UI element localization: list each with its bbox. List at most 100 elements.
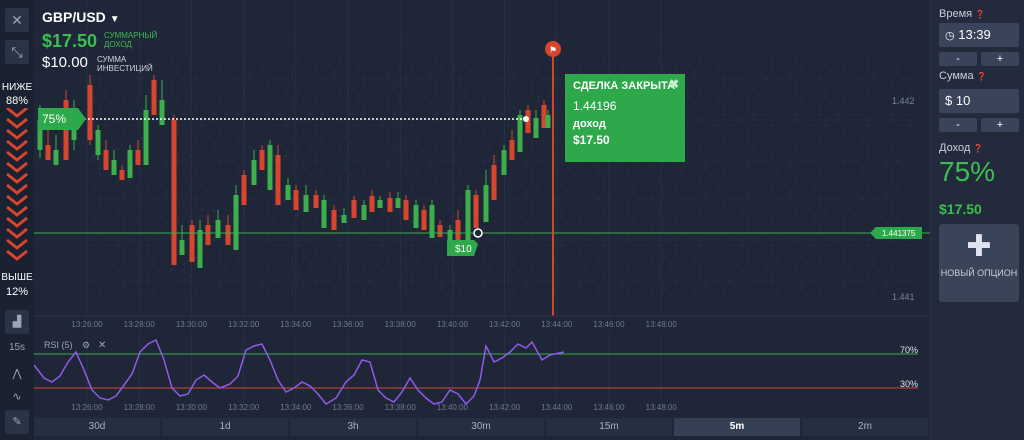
timeframe-2m[interactable]: 2m: [802, 418, 928, 436]
price-chart[interactable]: ⚑ 75% $10 1.441375 1.442 1.441 13:26:00 1…: [34, 0, 930, 440]
timeframe-5m[interactable]: 5m: [674, 418, 800, 436]
total-investment-label: СУММА ИНВЕСТИЦИЙ: [97, 55, 153, 73]
time-tick: 13:34:00: [280, 320, 312, 329]
candle: [533, 118, 539, 138]
price-tag: [870, 227, 922, 239]
amount-input[interactable]: $ 10: [939, 89, 1019, 113]
close-icon[interactable]: ✖: [668, 77, 679, 91]
indicator-icon[interactable]: ⋀: [12, 368, 22, 380]
rsi-level-low: 30%: [900, 379, 918, 389]
candle: [465, 190, 471, 255]
interval-selector[interactable]: 15s: [8, 342, 26, 353]
collapse-icon[interactable]: ⤡: [5, 40, 29, 64]
asset-selector[interactable]: GBP/USD ▼: [42, 9, 120, 25]
time-tick: 13:44:00: [541, 320, 573, 329]
candle: [351, 200, 357, 218]
strike-marker: [38, 108, 86, 130]
chevron-down-icon: [6, 194, 28, 206]
svg-text:$10: $10: [455, 244, 472, 255]
time-tick: 13:32:00: [228, 403, 260, 412]
plus-icon: ✚: [966, 230, 992, 263]
candle: [241, 175, 247, 205]
candle: [111, 160, 117, 175]
time-tick: 13:34:00: [280, 403, 312, 412]
total-profit-label: СУММАРНЫЙ ДОХОД: [104, 31, 158, 49]
candle: [413, 205, 419, 228]
chevron-down-icon: [6, 183, 28, 195]
time-tick: 13:26:00: [71, 403, 103, 412]
trade-marker: [447, 240, 478, 256]
rsi-line: [34, 338, 565, 406]
drawing-icon[interactable]: ∿: [12, 391, 22, 403]
higher-percent: 12%: [5, 286, 29, 298]
timeframe-3h[interactable]: 3h: [290, 418, 416, 436]
time-tick: 13:30:00: [176, 403, 208, 412]
time-tick: 13:30:00: [176, 320, 208, 329]
time-input[interactable]: ◷ 13:39: [939, 23, 1019, 47]
amount-plus-button[interactable]: +: [981, 118, 1019, 132]
candle: [545, 115, 551, 128]
timeframe-30m[interactable]: 30m: [418, 418, 544, 436]
candle: [37, 120, 43, 150]
timeframe-15m[interactable]: 15m: [546, 418, 672, 436]
close-point: [523, 116, 529, 122]
time-tick: 13:44:00: [541, 403, 573, 412]
candle: [421, 210, 427, 230]
candle: [321, 200, 327, 228]
candle: [341, 215, 347, 223]
candle: [151, 80, 157, 115]
chart-type-icon[interactable]: ▟: [5, 310, 29, 334]
help-icon: ❓: [975, 10, 986, 19]
candle: [127, 150, 133, 178]
time-tick: 13:42:00: [489, 403, 521, 412]
candle: [103, 150, 109, 170]
pencil-icon[interactable]: ✎: [5, 410, 29, 434]
chevron-down-icon: [6, 249, 28, 261]
new-option-button[interactable]: ✚ НОВЫЙ ОПЦИОН: [939, 224, 1019, 302]
timeframe-1d[interactable]: 1d: [162, 418, 288, 436]
candle: [143, 110, 149, 165]
new-option-label: НОВЫЙ ОПЦИОН: [940, 268, 1018, 278]
candle: [509, 140, 515, 160]
candle: [205, 225, 211, 245]
time-tick: 13:46:00: [593, 403, 625, 412]
chevron-down-icon: [6, 216, 28, 228]
candle: [369, 196, 375, 212]
candle: [87, 85, 93, 140]
time-tick: 13:36:00: [332, 320, 364, 329]
time-tick: 13:40:00: [437, 320, 469, 329]
left-toolbar: ✕ ⤡ НИЖЕ 88% ВЫШЕ 12% ▟ 15s ⋀ ∿ ✎: [0, 0, 34, 440]
rsi-remove-icon[interactable]: ✕: [98, 340, 106, 351]
close-chart-icon[interactable]: ✕: [5, 8, 29, 32]
candle: [437, 225, 443, 237]
help-icon: ❓: [973, 144, 984, 153]
candle: [159, 100, 165, 125]
rsi-level-high: 70%: [900, 345, 918, 355]
time-tick: 13:42:00: [489, 320, 521, 329]
total-investment: $10.00: [42, 54, 88, 71]
chevron-down-icon: [6, 227, 28, 239]
candle: [53, 150, 59, 165]
deal-income-label: доход: [573, 118, 606, 130]
time-tick: 13:48:00: [646, 320, 678, 329]
time-minus-button[interactable]: -: [939, 52, 977, 66]
candle: [517, 115, 523, 152]
amount-label: Сумма ❓: [939, 70, 987, 82]
total-profit: $17.50: [42, 31, 98, 51]
deal-title: СДЕЛКА ЗАКРЫТА: [573, 80, 676, 92]
candle: [525, 110, 531, 133]
clock-icon: ◷: [945, 30, 955, 42]
expiration-flag-icon[interactable]: [545, 41, 561, 57]
svg-text:⚑: ⚑: [549, 45, 557, 55]
chevron-down-icon: [6, 150, 28, 162]
candle: [179, 240, 185, 255]
rsi-settings-icon[interactable]: ⚙: [82, 340, 90, 350]
timeframe-30d[interactable]: 30d: [34, 418, 160, 436]
time-plus-button[interactable]: +: [981, 52, 1019, 66]
candle: [491, 165, 497, 200]
amount-minus-button[interactable]: -: [939, 118, 977, 132]
candle: [483, 185, 489, 222]
sentiment-chevrons: [6, 108, 28, 261]
time-tick: 13:28:00: [124, 320, 156, 329]
